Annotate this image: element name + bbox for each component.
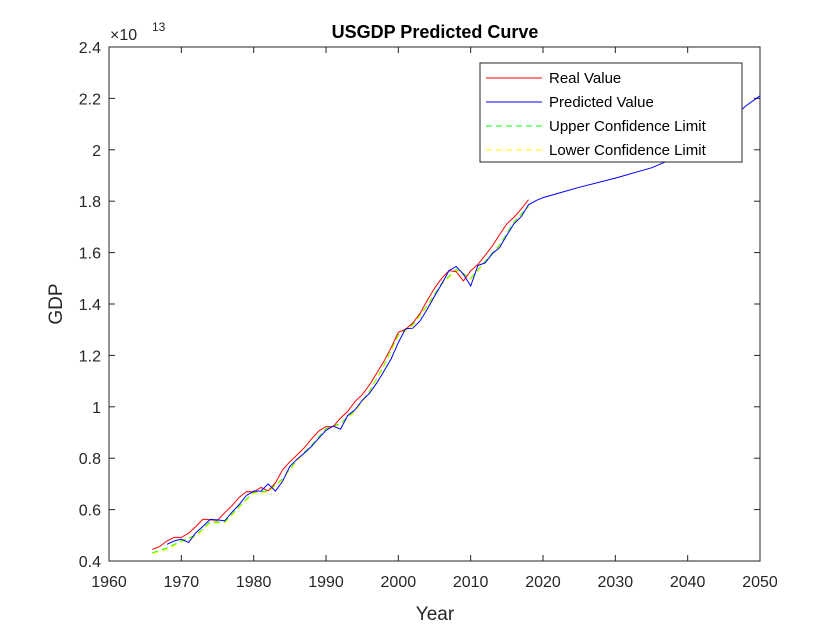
x-tick-label: 2010 <box>453 574 489 591</box>
y-tick-label: 1.6 <box>79 246 101 263</box>
y-exponent-label: ×10 13 <box>110 20 166 44</box>
series-line-predicted-value <box>166 95 761 545</box>
legend-label: Lower Confidence Limit <box>549 142 707 159</box>
legend-label: Upper Confidence Limit <box>549 118 707 135</box>
y-tick-label: 0.8 <box>79 451 101 468</box>
y-tick-label: 1.8 <box>79 194 101 211</box>
y-tick-label: 1.2 <box>79 348 101 365</box>
y-tick-label: 0.6 <box>79 503 101 520</box>
x-axis-title: Year <box>416 604 455 625</box>
series-lines <box>152 95 761 555</box>
axis-ticks: 1960 1970 1980 1990 2000 2010 2020 2030 2040 2050… <box>79 40 778 591</box>
legend-box <box>479 62 743 163</box>
x-tick-label: 1960 <box>91 574 127 591</box>
x-tick-label: 1980 <box>236 574 272 591</box>
y-axis-title: GDP <box>46 283 67 324</box>
x-tick-label: 2000 <box>381 574 417 591</box>
chart-title: USGDP Predicted Curve <box>332 22 539 42</box>
x-tick-label: 2050 <box>742 574 778 591</box>
legend-label: Predicted Value <box>549 94 654 111</box>
y-tick-label: 2 <box>92 143 101 160</box>
y-exponent-power: 13 <box>152 20 166 34</box>
legend-label: Real Value <box>549 70 621 87</box>
legend: Real Value Predicted Value Upper Confidenc… <box>479 62 743 163</box>
x-tick-label: 2020 <box>525 574 561 591</box>
y-tick-label: 0.4 <box>79 554 101 571</box>
series-line-lower-confidence-limit <box>152 207 529 555</box>
y-tick-label: 2.2 <box>79 91 101 108</box>
x-tick-label: 2040 <box>670 574 706 591</box>
x-tick-label: 2030 <box>598 574 634 591</box>
y-tick-label: 2.4 <box>79 40 101 57</box>
y-tick-label: 1 <box>92 400 101 417</box>
x-tick-label: 1970 <box>164 574 200 591</box>
x-tick-label: 1990 <box>308 574 344 591</box>
series-line-upper-confidence-limit <box>152 205 529 554</box>
y-exponent-base: ×10 <box>110 27 137 44</box>
y-tick-label: 1.4 <box>79 297 101 314</box>
